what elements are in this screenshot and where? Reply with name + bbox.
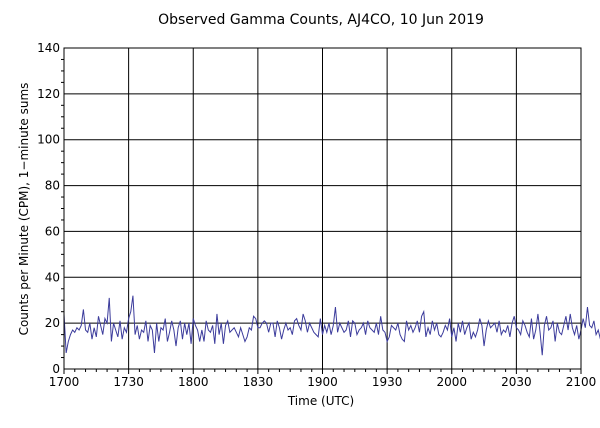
x-tick-label: 1730 bbox=[113, 375, 144, 389]
y-tick-label: 0 bbox=[52, 362, 60, 376]
x-tick-label: 1930 bbox=[372, 375, 403, 389]
y-tick-label: 100 bbox=[37, 133, 60, 147]
series-line-gamma-counts bbox=[63, 295, 600, 356]
x-tick-label: 1800 bbox=[178, 375, 209, 389]
y-tick-label: 140 bbox=[37, 41, 60, 55]
y-tick-label: 60 bbox=[45, 224, 60, 238]
y-tick-label: 20 bbox=[45, 316, 60, 330]
y-axis-label: Counts per Minute (CPM), 1−minute sums bbox=[17, 83, 31, 336]
x-tick-label: 2030 bbox=[501, 375, 532, 389]
x-axis-label: Time (UTC) bbox=[287, 394, 354, 408]
y-tick-label: 80 bbox=[45, 179, 60, 193]
chart-title: Observed Gamma Counts, AJ4CO, 10 Jun 201… bbox=[158, 12, 484, 28]
y-tick-label: 120 bbox=[37, 87, 60, 101]
x-tick-label: 2100 bbox=[566, 375, 597, 389]
x-tick-label: 1700 bbox=[49, 375, 80, 389]
x-tick-label: 1900 bbox=[307, 375, 338, 389]
plot-frame bbox=[63, 47, 582, 370]
x-tick-label: 2000 bbox=[436, 375, 467, 389]
grid-lines bbox=[64, 48, 581, 369]
x-tick-label: 1830 bbox=[243, 375, 274, 389]
x-tick-labels: 1700 1730 1800 1830 1900 1930 2000 2030 2100 bbox=[49, 375, 597, 389]
y-tick-label: 40 bbox=[45, 270, 60, 284]
y-tick-labels: 0 20 40 60 80 100 120 140 bbox=[37, 41, 60, 376]
